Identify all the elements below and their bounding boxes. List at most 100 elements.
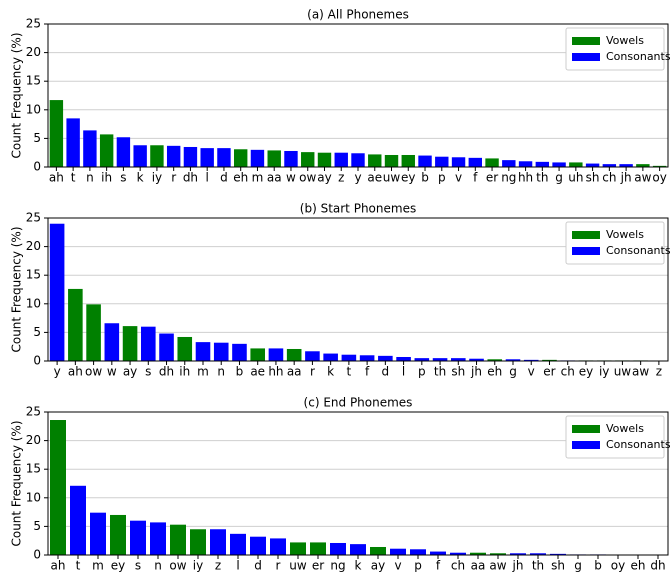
x-tick-label: dh xyxy=(183,171,198,185)
bar xyxy=(217,148,231,167)
x-tick-label: jh xyxy=(620,171,632,185)
x-tick-label: sh xyxy=(451,365,465,379)
bar xyxy=(268,348,284,361)
x-tick-label: er xyxy=(312,559,324,573)
x-tick-label: er xyxy=(486,171,498,185)
bar xyxy=(99,134,114,167)
x-tick-label: k xyxy=(355,559,362,573)
y-tick-label: 5 xyxy=(33,519,41,533)
x-tick-label: s xyxy=(135,559,141,573)
axes-frame xyxy=(47,411,669,556)
x-tick-label: f xyxy=(473,171,478,185)
bar xyxy=(351,153,365,167)
x-tick-label: v xyxy=(528,365,535,379)
x-tick-label: t xyxy=(76,559,81,573)
x-tick-label: b xyxy=(236,365,244,379)
bar xyxy=(190,529,206,555)
x-tick-label: ah xyxy=(51,559,66,573)
x-tick-label: ng xyxy=(501,171,516,185)
bar xyxy=(310,542,326,555)
x-tick-label: g xyxy=(555,171,563,185)
bar xyxy=(410,549,426,555)
x-tick-label: hh xyxy=(518,171,533,185)
bar xyxy=(602,164,617,167)
x-tick-label: ay xyxy=(123,365,137,379)
x-tick-label: jh xyxy=(470,365,482,379)
y-tick-label: 10 xyxy=(26,490,41,504)
bar xyxy=(390,548,406,555)
chart-title: (c) End Phonemes xyxy=(304,396,413,410)
bar xyxy=(370,546,386,555)
bar xyxy=(83,130,97,167)
x-tick-label: p xyxy=(418,365,426,379)
x-tick-label: k xyxy=(327,365,334,379)
x-tick-label: ay xyxy=(317,171,331,185)
bar xyxy=(49,100,64,167)
bar xyxy=(159,333,174,361)
x-tick-label: ih xyxy=(101,171,112,185)
bar xyxy=(552,162,566,167)
bar xyxy=(652,165,667,167)
y-tick-label: 20 xyxy=(26,45,41,59)
bar xyxy=(435,156,449,167)
x-tick-label: uh xyxy=(568,171,583,185)
bar xyxy=(66,118,80,167)
x-tick-label: iy xyxy=(193,559,203,573)
axes-frame xyxy=(47,217,669,362)
bar xyxy=(432,358,448,361)
x-tick-label: r xyxy=(171,171,176,185)
bar xyxy=(49,223,65,361)
x-tick-label: s xyxy=(145,365,151,379)
bar xyxy=(70,485,86,555)
x-tick-label: ow xyxy=(85,365,102,379)
x-tick-label: t xyxy=(71,171,76,185)
bar xyxy=(210,529,226,555)
legend-label: Vowels xyxy=(606,422,644,435)
legend-label: Consonants xyxy=(606,438,670,451)
y-tick-label: 0 xyxy=(33,548,41,562)
bar xyxy=(290,542,306,555)
bar xyxy=(166,145,181,167)
legend-label: Consonants xyxy=(606,244,670,257)
x-tick-label: g xyxy=(509,365,517,379)
bar xyxy=(569,162,583,167)
x-tick-label: ay xyxy=(371,559,385,573)
x-tick-label: w xyxy=(286,171,296,185)
x-tick-label: ae xyxy=(367,171,382,185)
x-tick-label: aa xyxy=(267,171,282,185)
x-tick-label: p xyxy=(438,171,446,185)
x-tick-label: eh xyxy=(233,171,248,185)
bar xyxy=(170,524,186,555)
x-tick-label: ow xyxy=(299,171,316,185)
x-tick-label: aw xyxy=(632,365,649,379)
legend-swatch xyxy=(572,37,600,45)
x-tick-label: n xyxy=(86,171,94,185)
bar xyxy=(510,553,526,555)
x-tick-label: ih xyxy=(179,365,190,379)
x-tick-label: ey xyxy=(579,365,593,379)
bar xyxy=(286,348,302,361)
chart-title: (a) All Phonemes xyxy=(307,8,409,22)
bar xyxy=(86,304,101,361)
bar xyxy=(378,355,393,361)
bar xyxy=(232,343,247,361)
x-tick-label: aa xyxy=(471,559,486,573)
x-tick-label: z xyxy=(215,559,221,573)
bar xyxy=(150,522,166,555)
legend-label: Vowels xyxy=(606,34,644,47)
bar xyxy=(550,553,566,555)
x-tick-label: w xyxy=(107,365,117,379)
bar xyxy=(250,348,265,361)
y-axis-label: Count Frequency (%) xyxy=(10,32,24,158)
bar xyxy=(150,145,164,167)
x-tick-label: aw xyxy=(634,171,651,185)
x-tick-label: sh xyxy=(551,559,565,573)
bar xyxy=(104,323,120,361)
x-tick-label: d xyxy=(254,559,262,573)
x-tick-label: aa xyxy=(287,365,302,379)
bar xyxy=(490,553,506,555)
bar xyxy=(585,163,600,167)
y-tick-label: 0 xyxy=(33,354,41,368)
x-tick-label: l xyxy=(236,559,239,573)
x-tick-label: m xyxy=(197,365,209,379)
